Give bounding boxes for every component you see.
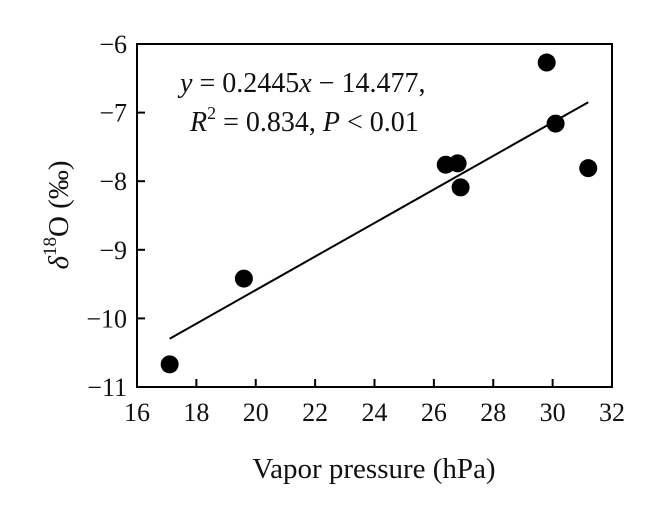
x-tick-label: 24 bbox=[362, 398, 388, 427]
y-tick-label: −10 bbox=[86, 304, 127, 333]
stats-annotation: R2 = 0.834, P < 0.01 bbox=[189, 103, 419, 138]
equation-coef: = 0.2445 bbox=[192, 68, 299, 99]
y-tick-label: −11 bbox=[87, 373, 127, 402]
y-tick-label: −9 bbox=[99, 236, 127, 265]
x-tick-label: 18 bbox=[183, 398, 209, 427]
y-axis-ticks: −11 −10 −9 −8 −7 −6 bbox=[86, 30, 145, 402]
x-tick-label: 32 bbox=[599, 398, 625, 427]
data-point bbox=[451, 178, 470, 197]
stats-r: R bbox=[189, 107, 207, 138]
data-point bbox=[546, 114, 565, 133]
data-point bbox=[160, 355, 179, 374]
x-tick-label: 26 bbox=[421, 398, 447, 427]
stats-p-value: < 0.01 bbox=[340, 107, 419, 138]
data-points bbox=[160, 53, 598, 374]
y-axis-title-delta: δ bbox=[43, 256, 75, 270]
x-axis-ticks: 16 18 20 22 24 26 28 30 32 bbox=[124, 379, 625, 427]
x-axis-title: Vapor pressure (hPa) bbox=[252, 453, 495, 485]
data-point bbox=[448, 154, 467, 173]
equation-x: x bbox=[298, 68, 312, 99]
data-point bbox=[234, 269, 253, 288]
x-tick-label: 30 bbox=[540, 398, 566, 427]
data-point bbox=[579, 159, 598, 178]
y-tick-label: −6 bbox=[99, 30, 127, 59]
y-axis-title: δ18O (‰) bbox=[40, 161, 75, 270]
stats-p: P bbox=[322, 107, 340, 138]
stats-r-value: = 0.834, bbox=[216, 107, 323, 138]
equation-y: y bbox=[177, 68, 193, 99]
equation-annotation: y = 0.2445x − 14.477, bbox=[177, 68, 425, 99]
x-tick-label: 22 bbox=[302, 398, 328, 427]
x-tick-label: 20 bbox=[243, 398, 269, 427]
y-axis-title-rest: O (‰) bbox=[43, 161, 75, 238]
data-point bbox=[537, 53, 556, 72]
y-axis-title-sup: 18 bbox=[40, 237, 61, 256]
regression-line bbox=[169, 101, 589, 340]
stats-r-sup: 2 bbox=[207, 103, 216, 123]
x-tick-label: 28 bbox=[480, 398, 506, 427]
x-tick-label: 16 bbox=[124, 398, 150, 427]
equation-intercept: − 14.477, bbox=[312, 68, 426, 99]
y-tick-label: −8 bbox=[99, 167, 127, 196]
y-tick-label: −7 bbox=[99, 99, 127, 128]
